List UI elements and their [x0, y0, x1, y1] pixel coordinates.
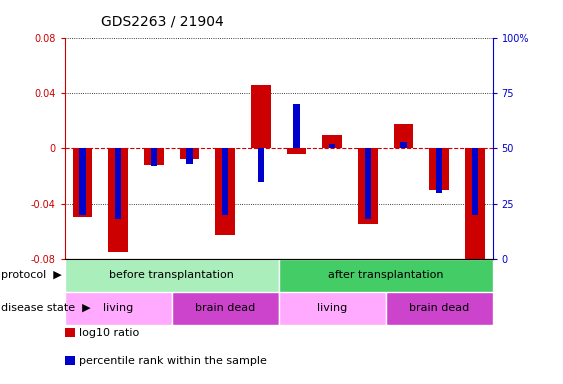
Bar: [216, 149, 235, 235]
Bar: [144, 149, 164, 165]
Text: GDS2263 / 21904: GDS2263 / 21904: [101, 15, 224, 29]
Bar: [180, 149, 199, 159]
Bar: [79, 149, 86, 215]
Bar: [279, 258, 493, 291]
Bar: [258, 149, 264, 182]
Text: living: living: [103, 303, 133, 313]
Text: log10 ratio: log10 ratio: [79, 328, 140, 338]
Bar: [65, 291, 172, 324]
Text: percentile rank within the sample: percentile rank within the sample: [79, 356, 267, 366]
Text: brain dead: brain dead: [195, 303, 256, 313]
Bar: [279, 291, 386, 324]
Bar: [465, 149, 485, 265]
Bar: [365, 149, 371, 219]
Bar: [251, 85, 271, 149]
Text: living: living: [317, 303, 347, 313]
Bar: [394, 124, 413, 149]
Bar: [472, 149, 478, 215]
Bar: [436, 149, 443, 192]
Bar: [109, 149, 128, 252]
Text: brain dead: brain dead: [409, 303, 470, 313]
Bar: [386, 291, 493, 324]
Text: disease state  ▶: disease state ▶: [1, 303, 91, 313]
Bar: [115, 149, 122, 219]
Bar: [65, 258, 279, 291]
Bar: [293, 104, 300, 149]
Bar: [430, 149, 449, 190]
Text: before transplantation: before transplantation: [109, 270, 234, 280]
Bar: [323, 135, 342, 149]
Bar: [186, 149, 193, 164]
Bar: [222, 149, 229, 215]
Bar: [151, 149, 157, 166]
Text: after transplantation: after transplantation: [328, 270, 444, 280]
Bar: [400, 142, 406, 149]
Text: protocol  ▶: protocol ▶: [1, 270, 62, 280]
Bar: [287, 149, 306, 154]
Bar: [358, 149, 378, 224]
Bar: [329, 144, 336, 149]
Bar: [172, 291, 279, 324]
Bar: [73, 149, 92, 217]
